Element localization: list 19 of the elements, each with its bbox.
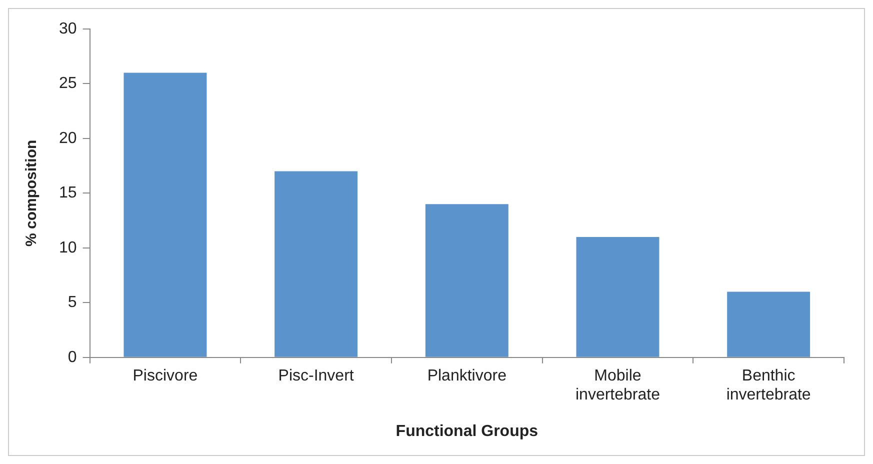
y-tick-label: 5: [68, 294, 77, 312]
x-tick-label: Pisc-Invert: [278, 367, 354, 384]
bar: [727, 292, 810, 357]
y-tick-label: 0: [68, 348, 77, 366]
x-axis-title: Functional Groups: [396, 422, 538, 440]
y-tick-label: 20: [59, 130, 77, 147]
y-tick-label: 10: [59, 239, 77, 256]
x-tick-label: Benthic invertebrate: [726, 367, 811, 404]
bar: [274, 171, 358, 357]
bar: [576, 236, 660, 357]
y-tick-label: 25: [59, 75, 77, 92]
x-tick-label: Planktivore: [427, 367, 507, 384]
x-tick-label: Mobile invertebrate: [575, 367, 660, 404]
y-tick-label: 15: [59, 184, 77, 202]
y-axis-title: % composition: [23, 140, 40, 247]
bar: [124, 72, 207, 357]
bar: [425, 204, 508, 357]
x-tick-label: Piscivore: [132, 367, 198, 384]
y-tick-label: 30: [59, 20, 77, 38]
